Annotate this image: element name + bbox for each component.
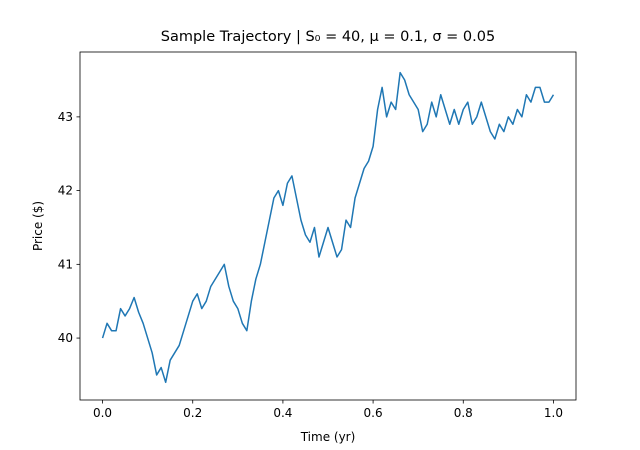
- x-tick-label: 0.4: [273, 406, 292, 420]
- chart-title: Sample Trajectory | S₀ = 40, μ = 0.1, σ …: [161, 29, 495, 45]
- x-tick-label: 0.6: [364, 406, 383, 420]
- y-tick-label: 43: [58, 110, 73, 124]
- y-tick-label: 40: [58, 331, 73, 345]
- x-tick-label: 1.0: [544, 406, 563, 420]
- y-tick-label: 42: [58, 184, 73, 198]
- x-axis-label: Time (yr): [300, 430, 356, 444]
- x-tick-label: 0.8: [454, 406, 473, 420]
- y-tick-label: 41: [58, 257, 73, 271]
- x-tick-label: 0.0: [93, 406, 112, 420]
- price-line: [101, 71, 555, 384]
- axes-frame: [79, 51, 577, 401]
- y-axis-label: Price ($): [31, 201, 45, 251]
- x-tick-label: 0.2: [183, 406, 202, 420]
